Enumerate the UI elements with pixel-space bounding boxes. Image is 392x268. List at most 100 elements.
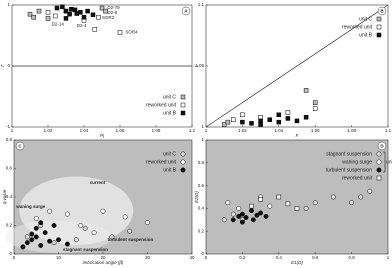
y-tick-label: 1.1 bbox=[198, 2, 205, 7]
point bbox=[240, 119, 245, 125]
point bbox=[303, 114, 309, 120]
point bbox=[236, 213, 242, 219]
annotation: D2-8 bbox=[107, 10, 117, 15]
legend: unit C reworked unit unit B bbox=[146, 94, 186, 116]
x-tick-label: 0 bbox=[13, 255, 16, 260]
point bbox=[51, 240, 57, 246]
legend-label: unit C bbox=[163, 151, 176, 157]
legend-swatch bbox=[376, 24, 382, 30]
point bbox=[90, 12, 96, 18]
point bbox=[303, 205, 309, 211]
point bbox=[82, 225, 88, 231]
point bbox=[64, 211, 70, 217]
annotation: turbulent suspension bbox=[107, 237, 153, 242]
annotation: SOR4 bbox=[125, 30, 138, 35]
x-tick-label: 1.04 bbox=[274, 128, 283, 133]
point bbox=[258, 122, 263, 127]
panel-badge bbox=[377, 141, 387, 151]
point bbox=[312, 200, 318, 206]
point bbox=[52, 13, 58, 19]
y-tick-label: 1.05 bbox=[195, 63, 204, 68]
panel-badge bbox=[181, 6, 191, 16]
point bbox=[367, 188, 373, 194]
point bbox=[92, 27, 98, 32]
point bbox=[145, 220, 150, 226]
legend-label: reworked unit bbox=[146, 159, 177, 165]
legend-bracket bbox=[383, 151, 386, 173]
point bbox=[91, 230, 97, 236]
point bbox=[258, 210, 264, 216]
point bbox=[27, 11, 33, 17]
point bbox=[29, 237, 35, 243]
x-axis-label: imbrication angle (β) bbox=[83, 260, 124, 265]
point bbox=[243, 215, 249, 220]
legend-swatch bbox=[376, 167, 382, 173]
legend-swatch bbox=[376, 159, 382, 165]
point bbox=[33, 225, 39, 231]
point bbox=[349, 200, 355, 206]
legend-swatch bbox=[376, 151, 382, 157]
legend: unit C reworked unit unit B bbox=[146, 151, 186, 173]
legend-label: unit B bbox=[163, 110, 176, 116]
x-tick-label: 1 bbox=[11, 128, 14, 133]
x-tick-label: 1.06 bbox=[116, 128, 125, 133]
y-tick-label: 0.6 bbox=[198, 183, 205, 188]
point bbox=[109, 234, 115, 240]
panel-badge bbox=[377, 6, 387, 16]
x-tick-label: 1.1 bbox=[189, 128, 196, 133]
point bbox=[29, 231, 35, 237]
legend-swatch bbox=[180, 110, 186, 116]
annotation: D2-79 bbox=[107, 5, 120, 10]
point bbox=[60, 4, 65, 10]
y-tick-label: 0.4 bbox=[6, 194, 13, 199]
x-tick-label: 1 bbox=[387, 255, 390, 260]
y-tick-label: 0 bbox=[7, 63, 10, 68]
legend-swatch bbox=[180, 151, 186, 157]
point bbox=[285, 110, 291, 115]
x-axis-label: E1(D) bbox=[291, 260, 303, 265]
point bbox=[45, 10, 51, 15]
point bbox=[36, 8, 42, 14]
point bbox=[294, 118, 300, 124]
legend-swatch bbox=[376, 175, 382, 181]
y-tick-label: -1 bbox=[6, 124, 10, 129]
point bbox=[358, 194, 364, 200]
y-tick-label: 1 bbox=[201, 137, 204, 142]
point bbox=[47, 238, 53, 244]
point bbox=[63, 8, 69, 14]
x-tick-label: 1.04 bbox=[80, 128, 89, 133]
point bbox=[240, 112, 245, 118]
point bbox=[249, 121, 254, 126]
annotation: current bbox=[90, 180, 106, 185]
panel-label: D bbox=[380, 143, 384, 148]
x-tick-label: 1 bbox=[205, 128, 208, 133]
annotation: D2-4 bbox=[77, 23, 87, 28]
legend-swatch bbox=[376, 16, 382, 22]
point bbox=[67, 11, 72, 17]
panel-label: A bbox=[184, 8, 188, 13]
point bbox=[96, 14, 101, 20]
x-axis-label: Pj bbox=[100, 133, 105, 138]
point bbox=[230, 211, 236, 217]
point bbox=[64, 241, 70, 247]
x-tick-label: 1.1 bbox=[385, 128, 392, 133]
point bbox=[330, 194, 336, 200]
y-axis-label: q-value bbox=[2, 189, 7, 204]
point bbox=[249, 208, 254, 214]
annotation: D2-14 bbox=[52, 22, 65, 27]
point bbox=[236, 205, 242, 211]
point bbox=[221, 217, 227, 223]
x-tick-label: 0.6 bbox=[312, 255, 319, 260]
x-tick-label: 1.02 bbox=[238, 128, 247, 133]
point bbox=[38, 243, 44, 248]
y-tick-label: 0.2 bbox=[6, 223, 13, 228]
y-tick-label: 0.8 bbox=[6, 137, 13, 142]
annotation: waning surge bbox=[15, 204, 46, 209]
point bbox=[56, 237, 61, 243]
legend: stagnant suspension waning surge turbulent… bbox=[326, 151, 392, 181]
point bbox=[31, 14, 36, 20]
point bbox=[258, 114, 263, 120]
legend-label: unit B bbox=[359, 32, 372, 38]
point bbox=[258, 118, 263, 124]
x-tick-label: 1.08 bbox=[152, 128, 161, 133]
